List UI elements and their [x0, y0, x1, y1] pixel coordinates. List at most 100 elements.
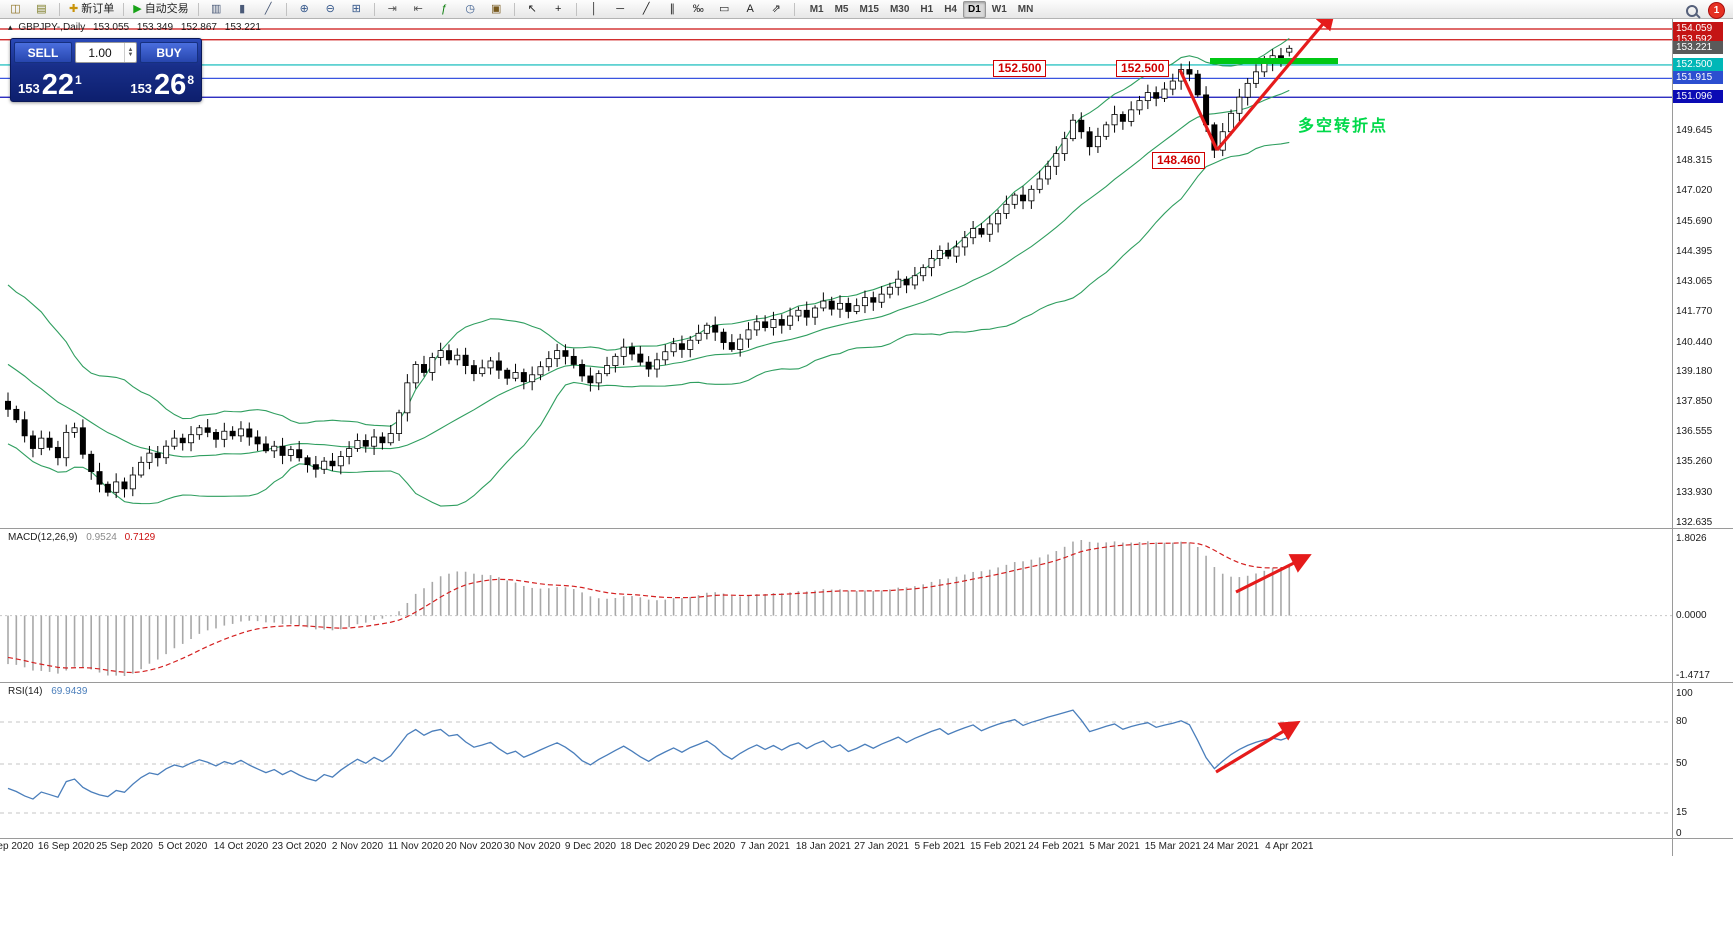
date-label: 14 Oct 2020: [213, 841, 269, 852]
buy-button[interactable]: BUY: [140, 42, 198, 63]
new-chart-icon[interactable]: ◫: [3, 0, 28, 18]
trendline-icon: ╱: [642, 3, 650, 15]
auto-scroll-icon[interactable]: ⇥: [380, 0, 405, 18]
volume-field[interactable]: 1.00 ▲ ▼: [75, 42, 137, 63]
one-click-collapse-icon[interactable]: ▴: [8, 22, 13, 32]
timeframe-h1[interactable]: H1: [920, 3, 934, 15]
fibonacci-icon[interactable]: ‰: [686, 0, 711, 18]
price-annotation-box[interactable]: 152.500: [1116, 60, 1170, 77]
profiles-icon[interactable]: ▤: [29, 0, 54, 18]
volume-value[interactable]: 1.00: [88, 45, 112, 60]
shapes-icon: ▭: [718, 3, 730, 15]
tile-windows-icon[interactable]: ⊞: [344, 0, 369, 18]
new-order-icon[interactable]: ✚ 新订单: [65, 0, 118, 18]
date-label: 18 Jan 2021: [795, 841, 851, 852]
trend-arrow[interactable]: [1215, 8, 1336, 152]
zoom-out-icon: ⊖: [325, 3, 335, 15]
auto-scroll-icon: ⇥: [387, 3, 397, 15]
toolbar-separator: [793, 2, 795, 16]
crosshair-icon[interactable]: +: [546, 0, 571, 18]
symbol-period-label: GBPJPY-,Daily: [18, 22, 86, 33]
trend-arrow[interactable]: [1178, 69, 1219, 151]
date-label: 4 Apr 2021: [1265, 841, 1314, 852]
text-icon: A: [746, 3, 754, 15]
timeframe-d1[interactable]: D1: [963, 0, 986, 18]
timeframe-mn[interactable]: MN: [1017, 3, 1034, 15]
timeframe-m5[interactable]: M5: [834, 3, 849, 15]
timeframe-w1[interactable]: W1: [991, 3, 1007, 15]
macd-value: 0.9524: [86, 532, 117, 543]
indicators-icon: ƒ: [441, 3, 448, 15]
rsi-scale-100: 100: [1676, 688, 1693, 699]
zoom-out-icon[interactable]: ⊖: [318, 0, 343, 18]
date-label: 20 Nov 2020: [445, 841, 503, 852]
sell-price-small: 153: [18, 81, 40, 96]
zoom-in-icon[interactable]: ⊕: [292, 0, 317, 18]
toolbar-separator: [513, 2, 515, 16]
date-label: 2 Nov 2020: [331, 841, 384, 852]
price-tick-label: 140.440: [1676, 336, 1713, 348]
trend-arrow[interactable]: [1215, 720, 1301, 774]
sell-button[interactable]: SELL: [14, 42, 72, 63]
turning-point-note[interactable]: 多空转折点: [1298, 118, 1389, 135]
rsi-scale-0: 0: [1676, 828, 1682, 839]
trendline-icon[interactable]: ╱: [634, 0, 659, 18]
price-tick-label: 145.690: [1676, 215, 1713, 227]
date-label: 30 Nov 2020: [503, 841, 561, 852]
vertical-line-icon[interactable]: │: [582, 0, 607, 18]
indicators-icon[interactable]: ƒ: [432, 0, 457, 18]
cursor-icon[interactable]: ↖: [520, 0, 545, 18]
price-annotation-box[interactable]: 148.460: [1152, 152, 1206, 169]
volume-stepper[interactable]: ▲ ▼: [124, 43, 136, 62]
bar-chart-type-icon[interactable]: ▥: [204, 0, 229, 18]
arrows-tool-icon[interactable]: ⇗: [764, 0, 789, 18]
notification-badge[interactable]: 1: [1708, 2, 1725, 19]
date-label: 15 Feb 2021: [969, 841, 1027, 852]
one-click-trading-panel: SELL 1.00 ▲ ▼ BUY 153 22 1 153 26 8: [10, 38, 202, 102]
search-icon[interactable]: [1686, 4, 1698, 17]
auto-trading-icon: ▶: [133, 3, 142, 15]
toolbar-right: 1: [1686, 2, 1725, 19]
horizontal-line-icon[interactable]: ─: [608, 0, 633, 18]
shapes-icon[interactable]: ▭: [712, 0, 737, 18]
date-label: 18 Dec 2020: [620, 841, 677, 852]
new-order-icon-label: 新订单: [81, 3, 115, 15]
candlestick-type-icon[interactable]: ▮: [230, 0, 255, 18]
price-annotation-box[interactable]: 152.500: [993, 60, 1047, 77]
chart-shift-icon: ⇤: [413, 3, 423, 15]
main-toolbar: ◫ ▤ ✚ 新订单 ▶ 自动交易 ▥ ▮ ╱ ⊕ ⊖ ⊞ ⇥ ⇤ ƒ ◷ ▣ ↖ + │ ─ ╱ ∥ ‰ ▭ A ⇗ M1 M5 M15…: [0, 0, 1733, 19]
price-tick-label: 144.395: [1676, 245, 1713, 257]
ohlc-high: 153.349: [136, 22, 174, 33]
date-label: 9 Dec 2020: [564, 841, 616, 852]
horizontal-line-icon: ─: [616, 3, 625, 15]
auto-trading-icon[interactable]: ▶ 自动交易: [129, 0, 192, 18]
profiles-icon: ▤: [36, 3, 47, 15]
rsi-scale-80: 80: [1676, 716, 1688, 727]
channel-icon[interactable]: ∥: [660, 0, 685, 18]
periods-icon[interactable]: ◷: [458, 0, 483, 18]
price-tick-label: 149.645: [1676, 124, 1713, 136]
price-tag: 151.096: [1673, 90, 1723, 104]
text-icon[interactable]: A: [738, 0, 763, 18]
toolbar-separator: [575, 2, 577, 16]
new-order-icon: ✚: [69, 3, 79, 15]
chart-shift-icon[interactable]: ⇤: [406, 0, 431, 18]
timeframe-m1[interactable]: M1: [809, 3, 824, 15]
buy-price-sup: 8: [187, 73, 194, 87]
crosshair-icon: +: [554, 3, 562, 15]
trend-arrow[interactable]: [1235, 554, 1312, 594]
symbol-ohlc-bar: ▴ GBPJPY-,Daily 153.055 153.349 152.867 …: [8, 22, 266, 33]
buy-price-big: 26: [154, 69, 187, 101]
resistance-support-line[interactable]: [1210, 58, 1338, 64]
ohlc-open: 153.055: [92, 22, 130, 33]
timeframe-m30[interactable]: M30: [889, 3, 910, 15]
timeframe-m15[interactable]: M15: [859, 3, 879, 15]
timeframe-h4[interactable]: H4: [944, 3, 957, 15]
macd-scale-max: 1.8026: [1676, 533, 1707, 544]
price-tick-label: 137.850: [1676, 396, 1713, 408]
templates-icon[interactable]: ▣: [484, 0, 509, 18]
price-tag: 151.915: [1673, 71, 1723, 85]
line-chart-type-icon[interactable]: ╱: [256, 0, 281, 18]
